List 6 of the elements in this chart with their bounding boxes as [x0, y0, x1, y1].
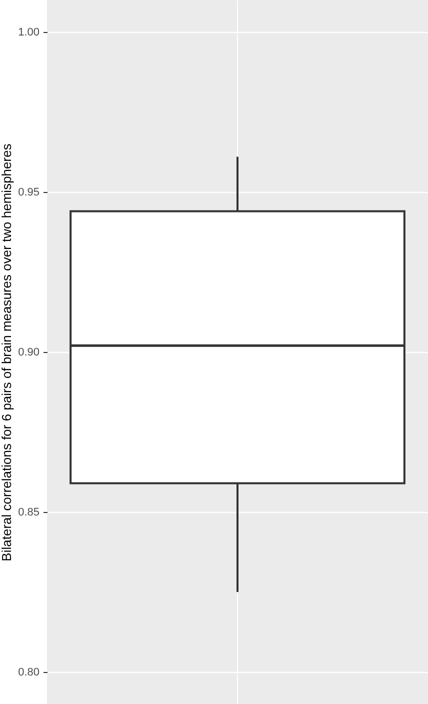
y-tick-label: 1.00 — [18, 26, 40, 38]
y-tick-label: 0.95 — [18, 186, 40, 198]
y-tick-label: 0.80 — [18, 666, 40, 678]
y-tick-label: 0.90 — [18, 346, 40, 358]
y-tick-label: 0.85 — [18, 506, 40, 518]
y-axis-title: Bilateral correlations for 6 pairs of brain measures over two hemispheres — [0, 143, 14, 562]
